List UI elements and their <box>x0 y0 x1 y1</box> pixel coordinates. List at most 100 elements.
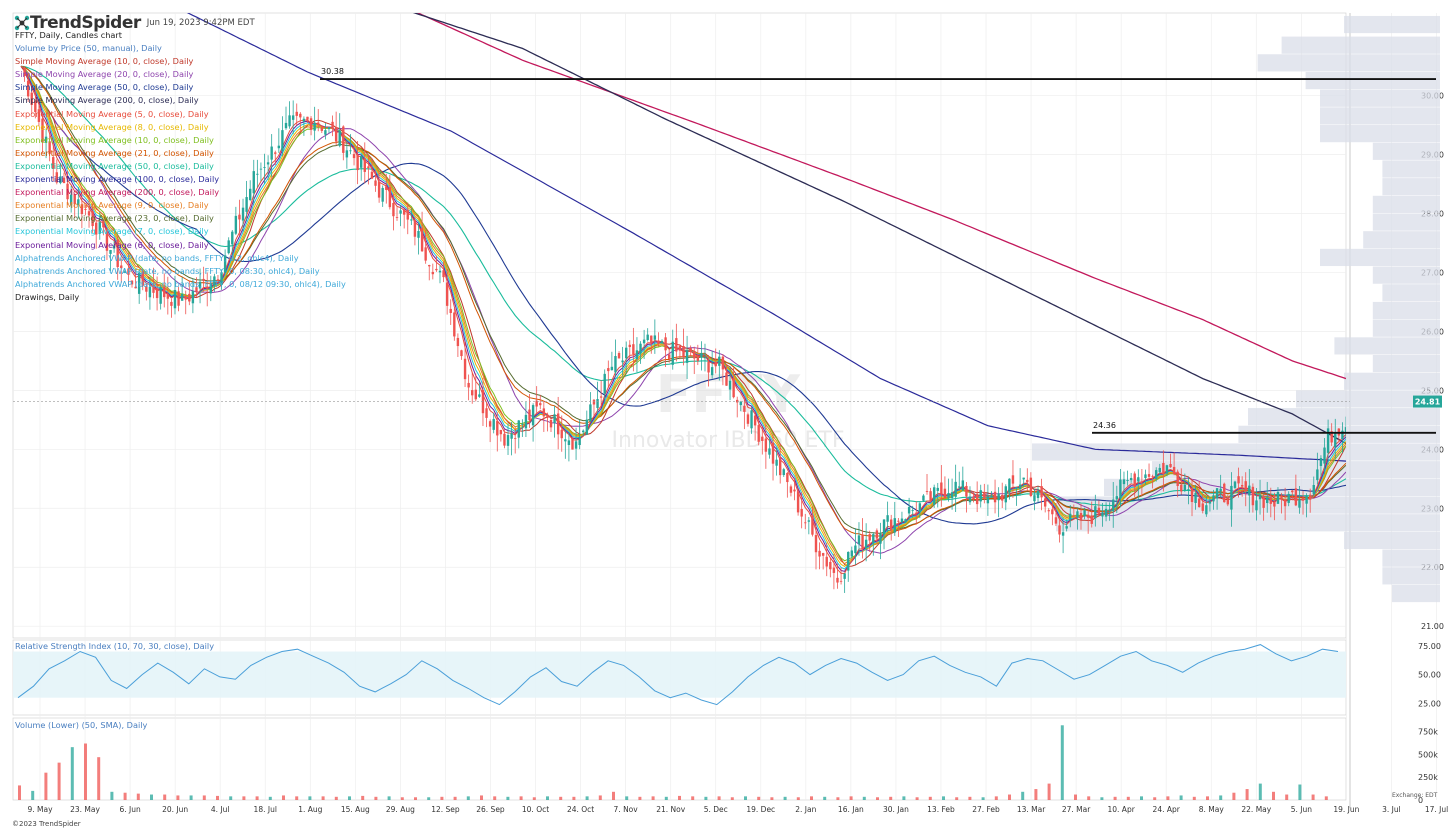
legend-item[interactable]: Exponential Moving Average (21, 0, close… <box>15 147 214 158</box>
candle-body <box>227 240 230 254</box>
legend-item[interactable]: Alphatrends Anchored VWAP (date, no band… <box>15 278 346 289</box>
candle-body <box>650 335 653 344</box>
x-tick-label: 24. Oct <box>567 805 594 814</box>
legend-item[interactable]: Exponential Moving Average (9, 0, close)… <box>15 200 209 211</box>
candle-body <box>73 194 76 205</box>
volume-bar <box>400 797 404 800</box>
rsi-y-tick: 25.00 <box>1418 699 1441 708</box>
candle-body <box>714 361 717 367</box>
candle-body <box>77 199 80 206</box>
candle-body <box>829 561 832 570</box>
volume-bar <box>902 796 906 800</box>
x-tick-label: 19. Dec <box>746 805 775 814</box>
legend-item[interactable]: Alphatrends Anchored VWAP (date, no band… <box>15 252 299 263</box>
volume-bar <box>321 796 325 800</box>
legend-item[interactable]: Simple Moving Average (10, 0, close), Da… <box>15 56 194 67</box>
legend-item[interactable]: Exponential Moving Average (100, 0, clos… <box>15 174 220 185</box>
legend-item[interactable]: FFTY, Daily, Candles chart <box>15 30 122 40</box>
candle-body <box>349 150 352 152</box>
candle-body <box>628 344 631 348</box>
volume-bar <box>664 796 668 800</box>
volume-by-price-bar <box>1382 160 1440 178</box>
candle-body <box>868 534 871 541</box>
volume-bar <box>1232 792 1236 800</box>
candle-body <box>324 130 327 135</box>
candle-body <box>496 421 499 436</box>
candle-body <box>41 118 44 142</box>
candle-body <box>900 518 904 523</box>
volume-by-price-bar <box>1344 531 1440 550</box>
candle-body <box>1122 479 1126 485</box>
volume-y-tick: 500k <box>1418 750 1438 759</box>
candle-body <box>979 490 982 502</box>
candle-body <box>710 367 714 376</box>
last-price-value: 24.81 <box>1415 398 1441 407</box>
legend-item[interactable]: Exponential Moving Average (5, 0, close)… <box>15 108 209 119</box>
candle-body <box>1169 463 1172 468</box>
candle-body <box>1047 510 1050 512</box>
legend-item[interactable]: Exponential Moving Average (10, 0, close… <box>15 134 214 145</box>
legend-item[interactable]: Exponential Moving Average (200, 0, clos… <box>15 187 220 198</box>
candle-body <box>388 187 392 208</box>
candle-body <box>778 457 782 476</box>
candle-body <box>1147 474 1151 477</box>
candle-body <box>338 130 341 146</box>
legend-item[interactable]: Volume by Price (50, manual), Daily <box>15 43 162 54</box>
candle-body <box>1036 490 1040 499</box>
candle-body <box>703 357 707 359</box>
volume-bar <box>123 792 127 800</box>
legend-item[interactable]: Exponential Moving Average (8, 0, close)… <box>15 121 209 132</box>
candle-body <box>1083 510 1086 517</box>
candle-body <box>1158 467 1161 473</box>
legend-item[interactable]: Simple Moving Average (20, 0, close), Da… <box>15 69 194 80</box>
volume-bar <box>268 796 272 800</box>
x-tick-label: 26. Sep <box>476 805 505 814</box>
candle-body <box>66 183 69 200</box>
candle-body <box>1262 496 1265 508</box>
candle-body <box>821 553 825 556</box>
candle-body <box>1022 477 1025 480</box>
candle-body <box>1004 486 1007 503</box>
candle-body <box>675 338 678 352</box>
candle-body <box>671 341 674 365</box>
candle-body <box>1194 492 1197 503</box>
candle-body <box>1137 477 1140 482</box>
candle-body <box>596 399 599 408</box>
volume-bar <box>295 796 299 800</box>
volume-by-price-bar <box>1372 301 1440 320</box>
legend-item[interactable]: Drawings, Daily <box>15 291 80 302</box>
candle-body <box>241 207 245 221</box>
candle-body <box>642 339 646 344</box>
x-tick-label: 6. Jun <box>119 805 141 814</box>
volume-bar <box>110 791 114 800</box>
legend-item[interactable]: Exponential Moving Average (23, 0, close… <box>15 213 214 224</box>
candle-body <box>395 217 399 218</box>
volume-bar <box>823 796 827 800</box>
legend-item[interactable]: Exponential Moving Average (7, 0, close)… <box>15 226 209 237</box>
candle-body <box>1040 486 1043 498</box>
legend-item[interactable]: Simple Moving Average (200, 0, close), D… <box>15 95 199 106</box>
volume-bar <box>638 796 642 800</box>
legend-item[interactable]: Exponential Moving Average (6, 0, close)… <box>15 239 209 250</box>
legend-item[interactable]: Simple Moving Average (50, 0, close), Da… <box>15 82 194 93</box>
candle-body <box>1011 475 1015 484</box>
candle-body <box>367 166 370 169</box>
x-tick-label: 3. Jul <box>1382 805 1401 814</box>
candle-body <box>1298 499 1301 508</box>
candle-body <box>746 414 750 424</box>
legend-item[interactable]: Alphatrends Anchored VWAP (date, no band… <box>15 265 320 276</box>
volume-bar <box>625 796 629 800</box>
candle-body <box>1079 513 1083 520</box>
candle-body <box>266 162 270 165</box>
volume-bar <box>189 795 193 800</box>
candle-body <box>582 430 585 433</box>
sma-50-line <box>20 65 1346 525</box>
candle-body <box>59 176 62 184</box>
candle-body <box>1334 433 1337 448</box>
candle-body <box>392 202 395 217</box>
volume-by-price-bar <box>1392 584 1440 603</box>
candle-body <box>1269 497 1272 504</box>
legend-item[interactable]: Exponential Moving Average (50, 0, close… <box>15 160 214 171</box>
candle-body <box>936 487 939 491</box>
